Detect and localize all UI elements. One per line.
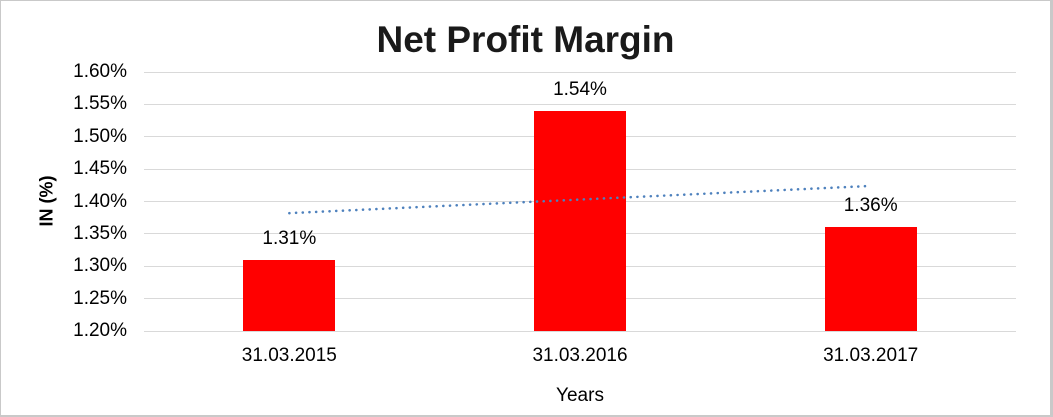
bar-data-label: 1.31% bbox=[262, 227, 317, 249]
y-tick-label: 1.45% bbox=[73, 158, 127, 180]
y-tick-label: 1.60% bbox=[73, 61, 127, 82]
bar-data-label: 1.36% bbox=[843, 195, 898, 217]
x-axis-title: Years bbox=[556, 385, 604, 406]
y-tick-label: 1.30% bbox=[73, 255, 127, 277]
y-tick-label: 1.55% bbox=[73, 93, 127, 115]
y-tick-label: 1.25% bbox=[73, 287, 127, 309]
x-tick-label: 31.03.2017 bbox=[823, 345, 919, 366]
y-tick-label: 1.20% bbox=[73, 320, 127, 341]
bar-data-label: 1.54% bbox=[553, 78, 607, 100]
x-axis-line bbox=[144, 330, 1016, 332]
y-tick-label: 1.40% bbox=[73, 190, 127, 212]
bar bbox=[824, 227, 917, 331]
bar bbox=[534, 110, 626, 331]
y-tick-label: 1.50% bbox=[73, 125, 127, 147]
x-tick-label: 31.03.2016 bbox=[532, 345, 628, 366]
bar bbox=[243, 259, 336, 331]
y-tick-label: 1.35% bbox=[73, 222, 127, 244]
chart-title: Net Profit Margin bbox=[376, 19, 675, 60]
gridline bbox=[144, 71, 1016, 73]
x-tick-label: 31.03.2015 bbox=[241, 345, 337, 366]
gridline bbox=[144, 103, 1016, 105]
